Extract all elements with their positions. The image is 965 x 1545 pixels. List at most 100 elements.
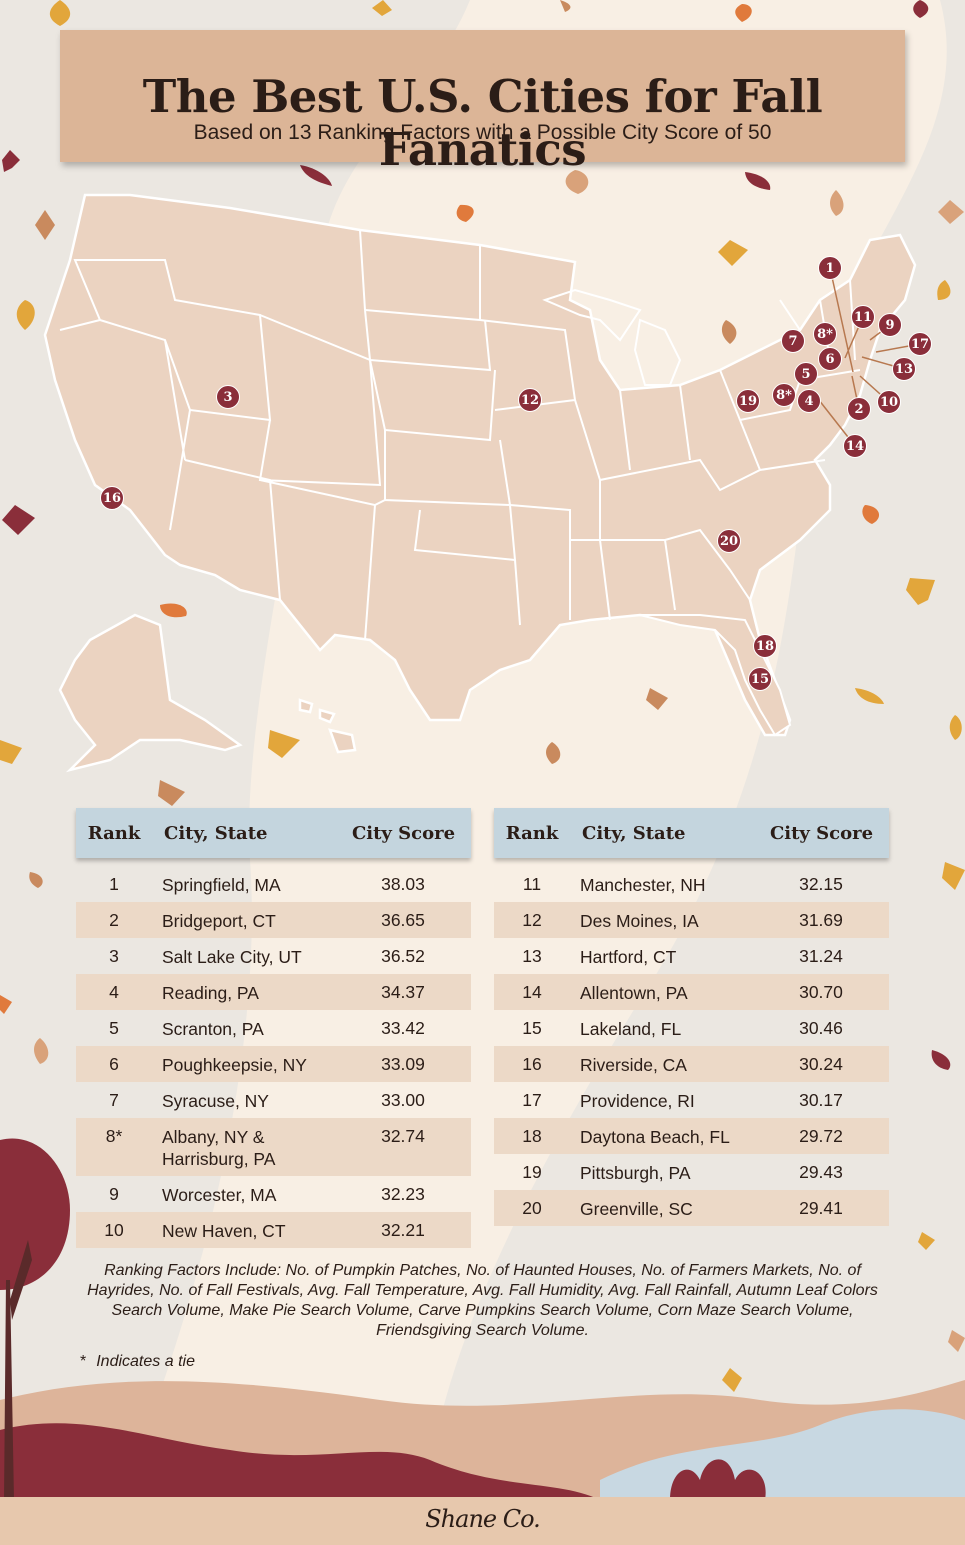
map-marker: 20 — [717, 529, 741, 553]
cell-rank: 10 — [104, 1220, 124, 1240]
cell-score: 30.17 — [799, 1090, 843, 1110]
leaf-icon — [918, 1232, 935, 1250]
leaf-icon — [718, 240, 748, 266]
leaf-icon — [938, 200, 964, 224]
cell-rank: 18 — [522, 1126, 542, 1146]
map-marker: 10 — [877, 390, 901, 414]
cell-city: Springfield, MA — [162, 875, 281, 895]
table-row: 15 Lakeland, FL 30.46 — [494, 1010, 889, 1046]
map-marker: 15 — [748, 667, 772, 691]
cell-rank: 15 — [522, 1018, 542, 1038]
ranking-table-left: Rank City, State City Score 1 Springfiel… — [76, 808, 471, 1248]
table-row: 2 Bridgeport, CT 36.65 — [76, 902, 471, 938]
leaf-icon — [942, 862, 965, 890]
ranking-factors-note: Ranking Factors Include: No. of Pumpkin … — [87, 1262, 878, 1339]
cell-score: 32.21 — [381, 1220, 425, 1240]
cell-score: 36.65 — [381, 910, 425, 930]
header-city: City, State — [582, 823, 686, 844]
table-row: 13 Hartford, CT 31.24 — [494, 938, 889, 974]
leaf-icon — [721, 320, 737, 344]
leaf-icon — [745, 172, 771, 190]
ranking-table-right: Rank City, State City Score 11 Mancheste… — [494, 808, 889, 1226]
bush — [670, 1459, 766, 1500]
map-marker: 12 — [518, 388, 542, 412]
title-banner: The Best U.S. Cities for Fall Fanatics B… — [60, 30, 905, 176]
landscape — [0, 1138, 965, 1500]
cell-city: Salt Lake City, UT — [162, 947, 302, 967]
leaf-icon — [862, 505, 880, 524]
table-row: 17 Providence, RI 30.17 — [494, 1082, 889, 1118]
leaf-icon — [16, 300, 35, 330]
table-row: 10 New Haven, CT 32.21 — [76, 1212, 471, 1248]
cell-rank: 9 — [109, 1184, 119, 1204]
leaf-icon — [2, 150, 20, 172]
header-score: City Score — [769, 823, 874, 844]
tree-trunk — [4, 1240, 32, 1500]
leaf-icon — [546, 742, 561, 764]
map-marker: 16 — [100, 486, 124, 510]
us-map — [43, 193, 917, 773]
hill-front — [0, 1423, 600, 1500]
cell-city: Scranton, PA — [162, 1019, 264, 1039]
leaf-icon — [937, 280, 951, 300]
cell-rank: 14 — [522, 982, 542, 1002]
map-marker: 1 — [818, 256, 842, 280]
cell-score: 32.15 — [799, 874, 843, 894]
header-score: City Score — [351, 823, 456, 844]
cell-city: Worcester, MA — [162, 1185, 277, 1205]
table-row: 11 Manchester, NH 32.15 — [494, 866, 889, 902]
leaf-icon — [948, 1330, 965, 1352]
map-marker: 11 — [851, 305, 875, 329]
leaf-icon — [646, 688, 668, 710]
michigan-outline — [542, 288, 682, 386]
cell-rank: 12 — [522, 910, 542, 930]
leaf-icon — [2, 505, 35, 535]
cell-rank: 7 — [109, 1090, 119, 1110]
cell-rank: 6 — [109, 1054, 119, 1074]
cell-score: 29.43 — [799, 1162, 843, 1182]
cell-score: 33.00 — [381, 1090, 425, 1110]
map-marker: 18 — [753, 634, 777, 658]
cell-score: 29.72 — [799, 1126, 843, 1146]
falling-leaves — [0, 0, 965, 1392]
cell-rank: 5 — [109, 1018, 119, 1038]
cell-rank: 3 — [109, 946, 119, 966]
cell-score: 33.09 — [381, 1054, 425, 1074]
table-row: 18 Daytona Beach, FL 29.72 — [494, 1118, 889, 1154]
state-lines-south — [509, 399, 826, 626]
tie-text: Indicates a tie — [96, 1353, 195, 1370]
cell-rank: 17 — [522, 1090, 542, 1110]
leaf-icon — [49, 0, 71, 26]
cell-score: 30.24 — [799, 1054, 843, 1074]
cell-score: 32.74 — [381, 1126, 425, 1146]
cell-city: Des Moines, IA — [580, 911, 699, 931]
tree-canopy — [0, 1138, 70, 1290]
cell-city: Bridgeport, CT — [162, 911, 276, 931]
table-row: 9 Worcester, MA 32.23 — [76, 1176, 471, 1212]
leaf-icon — [29, 872, 43, 888]
leaf-icon — [268, 730, 300, 758]
table-row: 5 Scranton, PA 33.42 — [76, 1010, 471, 1046]
map-marker: 6 — [818, 347, 842, 371]
cell-city: Providence, RI — [580, 1091, 695, 1111]
table-header: Rank City, State City Score — [494, 808, 889, 858]
leaf-icon — [160, 603, 187, 618]
state-lines-central — [359, 229, 577, 562]
cell-city: Manchester, NH — [580, 875, 706, 895]
cell-rank: 8* — [105, 1126, 123, 1146]
cell-rank: 20 — [522, 1198, 542, 1218]
map-marker: 4 — [797, 389, 821, 413]
table-row: 8* Albany, NY & Harrisburg, PA 32.74 — [76, 1118, 471, 1176]
leaf-icon — [0, 995, 12, 1014]
leaf-icon — [456, 204, 474, 222]
leaf-icon — [158, 780, 185, 806]
leaf-icon — [722, 1368, 742, 1392]
cell-city: Hartford, CT — [580, 947, 677, 967]
tie-symbol: * — [80, 1353, 87, 1370]
leaf-icon — [560, 0, 571, 12]
cell-rank: 16 — [522, 1054, 542, 1074]
map-marker: 14 — [843, 434, 867, 458]
cell-city: Albany, NY & Harrisburg, PA — [162, 1127, 276, 1169]
cell-score: 34.37 — [381, 982, 425, 1002]
map-marker: 3 — [216, 385, 240, 409]
